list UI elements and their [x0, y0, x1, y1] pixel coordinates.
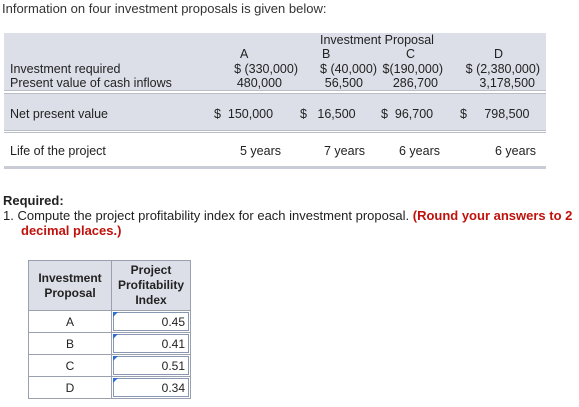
- header-title: Investment Proposal: [320, 33, 434, 47]
- row-label-life: Life of the project: [10, 144, 106, 158]
- table-row: B 0.41: [28, 332, 191, 355]
- cell-pv-d: 3,178,500: [479, 76, 535, 90]
- investment-data-table: Investment Proposal A B C D Investment r…: [4, 33, 546, 169]
- index-cell: 0.51: [111, 354, 191, 377]
- input-flag-icon: [113, 334, 118, 339]
- proposal-cell: B: [28, 332, 112, 355]
- cell-pv-a: 480,000: [236, 76, 282, 90]
- rule: [4, 90, 546, 91]
- answer-value: 0.41: [161, 337, 185, 351]
- table-row: D 0.34: [28, 376, 191, 399]
- cell-investment-a: $ (330,000): [234, 62, 298, 76]
- answer-input-c[interactable]: 0.51: [113, 356, 189, 375]
- table-row: C 0.51: [28, 354, 191, 377]
- cell-life-b: 7 years: [324, 144, 365, 158]
- rule: [4, 132, 546, 133]
- rule: [4, 130, 546, 131]
- cell-life-c: 6 years: [399, 144, 440, 158]
- cell-investment-b: $ (40,000): [320, 62, 377, 76]
- cell-pv-c: 286,700: [392, 76, 438, 90]
- row-label-npv: Net present value: [10, 107, 108, 121]
- npv-band: [4, 94, 546, 130]
- cell-investment-c: $(190,000): [382, 62, 443, 76]
- header-investment-proposal: Investment Proposal: [28, 260, 112, 311]
- cell-npv-c: $ 96,700: [381, 107, 434, 121]
- cell-npv-a: $ 150,000: [214, 107, 274, 121]
- column-header-b: B: [322, 47, 331, 61]
- index-cell: 0.34: [111, 376, 191, 399]
- input-flag-icon: [113, 356, 118, 361]
- rule: [4, 93, 546, 94]
- row-label-investment-required: Investment required: [10, 62, 121, 76]
- index-cell: 0.45: [111, 310, 191, 333]
- cell-investment-d: $ (2,380,000): [465, 62, 540, 76]
- cell-life-d: 6 years: [495, 144, 536, 158]
- proposal-cell: A: [28, 310, 112, 333]
- input-flag-icon: [113, 378, 118, 383]
- index-cell: 0.41: [111, 332, 191, 355]
- bottom-band: [4, 166, 546, 169]
- answer-input-d[interactable]: 0.34: [113, 378, 189, 397]
- question-1: 1. Compute the project profitability ind…: [3, 208, 572, 223]
- table-row: A 0.45: [28, 310, 191, 333]
- answer-value: 0.45: [161, 315, 185, 329]
- column-header-a: A: [240, 47, 249, 61]
- input-flag-icon: [113, 312, 118, 317]
- header-profitability-index: Project Profitability Index: [111, 260, 191, 311]
- column-header-d: D: [494, 47, 504, 61]
- answer-value: 0.34: [161, 381, 185, 395]
- cell-pv-b: 56,500: [324, 76, 363, 90]
- cell-npv-d: $ 798,500: [460, 107, 530, 121]
- row-label-pv-cash-inflows: Present value of cash inflows: [10, 76, 172, 90]
- rounding-note-continued: decimal places.): [21, 223, 122, 238]
- rounding-note: (Round your answers to 2: [412, 208, 573, 223]
- answer-value: 0.51: [161, 359, 185, 373]
- required-heading: Required:: [3, 193, 64, 208]
- profitability-index-table: Investment Proposal Project Profitabilit…: [28, 260, 191, 399]
- proposal-cell: C: [28, 354, 112, 377]
- cell-life-a: 5 years: [240, 144, 281, 158]
- column-header-c: C: [406, 47, 416, 61]
- proposal-cell: D: [28, 376, 112, 399]
- question-1-text: 1. Compute the project profitability ind…: [3, 208, 410, 223]
- header-band: [4, 33, 546, 90]
- cell-npv-b: $ 16,500: [300, 107, 356, 121]
- intro-text: Information on four investment proposals…: [2, 1, 327, 16]
- answer-input-a[interactable]: 0.45: [113, 312, 189, 331]
- answer-input-b[interactable]: 0.41: [113, 334, 189, 353]
